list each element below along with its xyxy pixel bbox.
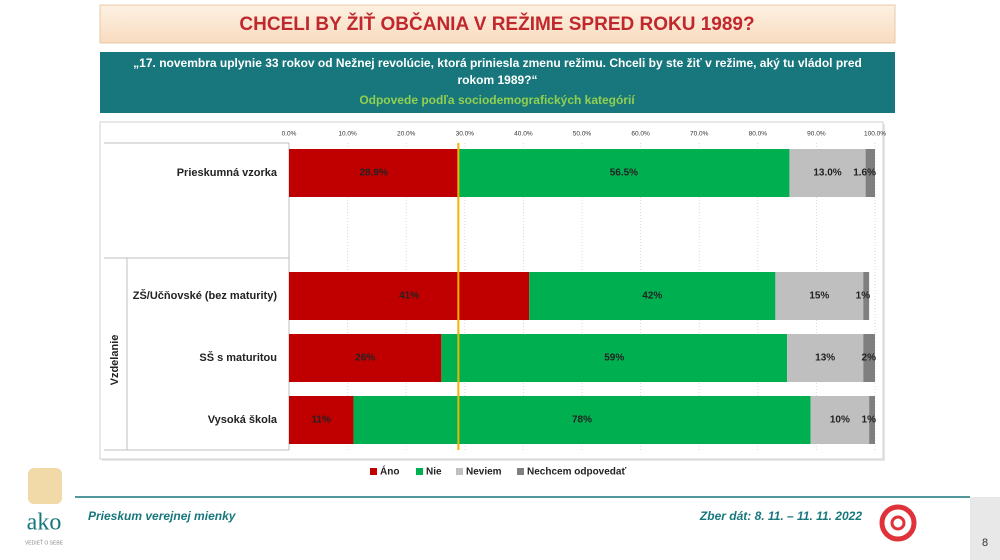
x-tick-label: 90.0% <box>807 131 826 138</box>
value-label: 28.9% <box>359 168 387 179</box>
x-tick-label: 100.0% <box>864 131 886 138</box>
logo-tagline: VEDIEŤ O SEBE <box>25 538 64 546</box>
x-tick-label: 20.0% <box>397 131 416 138</box>
x-tick-label: 30.0% <box>456 131 475 138</box>
legend-label: Nechcem odpovedať <box>527 467 626 478</box>
x-tick-label: 10.0% <box>338 131 357 138</box>
category-label: ZŠ/Učňovské (bez maturity) <box>133 289 278 302</box>
bar-segment <box>289 272 530 320</box>
logo: ako <box>27 510 62 536</box>
question-box <box>100 52 895 113</box>
bar-segment <box>353 396 811 444</box>
bar-segment <box>789 149 866 197</box>
value-label: 15% <box>809 291 829 302</box>
chart: 0.0% 10.0% 20.0% 30.0% 40.0% 50.0% 60.0% 70.0% 8… <box>104 131 886 478</box>
group-label: Vzdelanie <box>109 335 121 386</box>
legend-swatch <box>370 468 377 475</box>
question-wrap: „17. novembra uplynie 33 rokov od Nežnej… <box>133 56 862 87</box>
value-label: 10% <box>830 415 850 426</box>
bar-segment <box>441 334 788 382</box>
value-label: 1% <box>856 291 871 302</box>
bar-segment <box>458 149 790 197</box>
legend-label: Áno <box>380 465 399 478</box>
value-label: 56.5% <box>610 168 638 179</box>
x-tick-label: 60.0% <box>631 131 650 138</box>
x-tick-label: 50.0% <box>573 131 592 138</box>
bar-segment <box>787 334 864 382</box>
value-label: 2% <box>862 353 877 364</box>
footer-right: Zber dát: 8. 11. – 11. 11. 2022 <box>699 509 862 523</box>
value-label: 11% <box>311 415 331 426</box>
legend-swatch <box>456 468 463 475</box>
x-tick-label: 40.0% <box>514 131 533 138</box>
value-label: 13% <box>815 353 835 364</box>
bar-segment <box>863 334 875 382</box>
value-label: 13.0% <box>813 168 841 179</box>
x-tick-label: 0.0% <box>282 131 297 138</box>
bar-segment <box>865 149 875 197</box>
bar-segment <box>529 272 776 320</box>
slide-title: CHCELI BY ŽIŤ OBČANIA V REŽIME SPRED ROK… <box>239 13 754 35</box>
page-strip <box>970 497 1000 560</box>
bar-segment <box>869 396 875 444</box>
subtitle: Odpovede podľa sociodemografických kateg… <box>359 93 635 107</box>
title-box <box>99 4 896 44</box>
footer-logo-inner <box>890 515 906 531</box>
value-label: 41% <box>399 291 419 302</box>
category-label: Vysoká škola <box>208 414 278 426</box>
bar-segment <box>775 272 864 320</box>
footer-left: Prieskum verejnej mienky <box>88 509 237 523</box>
bar-segment <box>810 396 870 444</box>
bar-segment <box>289 149 459 197</box>
legend-swatch <box>517 468 524 475</box>
x-tick-label: 80.0% <box>749 131 768 138</box>
logo-head <box>28 468 62 504</box>
category-label: Prieskumná vzorka <box>177 167 278 179</box>
bar-segment <box>863 272 870 320</box>
value-label: 1.6% <box>853 168 876 179</box>
value-label: 59% <box>604 353 624 364</box>
bar-segment <box>289 334 442 382</box>
value-label: 78% <box>572 415 592 426</box>
legend-label: Neviem <box>466 467 502 478</box>
page-number: 8 <box>982 537 988 549</box>
bar-segment <box>289 396 354 444</box>
value-label: 1% <box>862 415 877 426</box>
footer-logo <box>879 504 917 542</box>
question: „17. novembra uplynie 33 rokov od Nežnej… <box>133 56 862 87</box>
legend-label: Nie <box>426 467 442 478</box>
category-label: SŠ s maturitou <box>199 351 277 364</box>
x-tick-label: 70.0% <box>690 131 709 138</box>
legend-swatch <box>416 468 423 475</box>
value-label: 42% <box>642 291 662 302</box>
value-label: 26% <box>355 353 375 364</box>
